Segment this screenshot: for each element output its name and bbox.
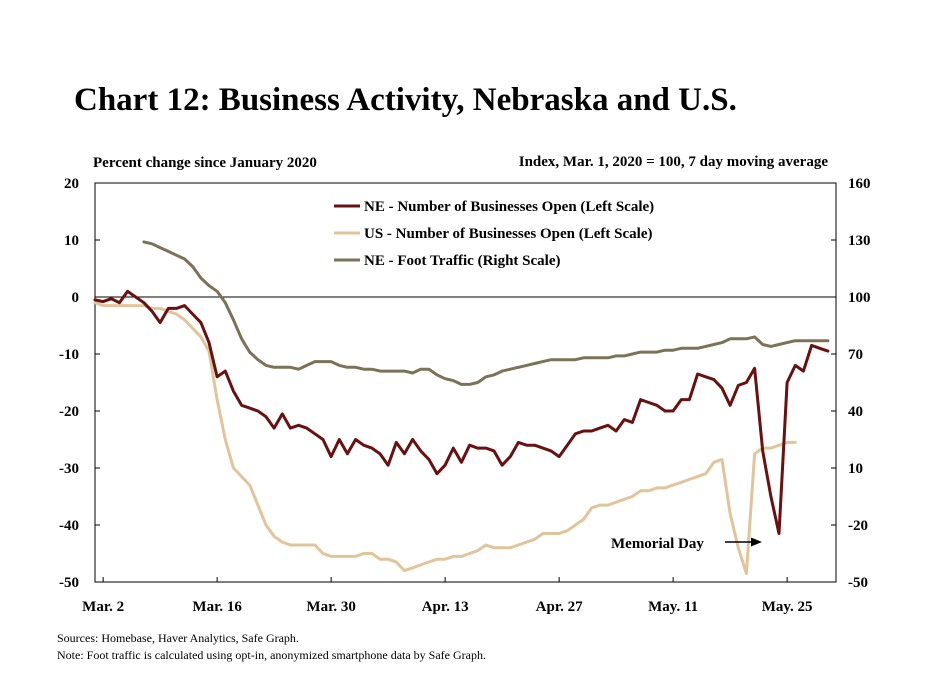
right-tick-label: -20: [848, 518, 868, 534]
x-tick-label: May. 25: [762, 599, 813, 615]
legend-label: NE - Foot Traffic (Right Scale): [364, 253, 561, 269]
legend-label: NE - Number of Businesses Open (Left Sca…: [364, 199, 654, 215]
x-tick-label: Mar. 16: [192, 599, 242, 615]
left-tick-label: -10: [59, 347, 79, 363]
right-axis-label: Index, Mar. 1, 2020 = 100, 7 day moving …: [519, 154, 829, 170]
legend: NE - Number of Businesses Open (Left Sca…: [334, 199, 654, 269]
right-tick-label: 130: [848, 233, 871, 249]
x-tick-label: Mar. 2: [82, 599, 124, 615]
series-layer: [93, 240, 830, 575]
x-tick-label: Apr. 13: [422, 599, 469, 615]
left-tick-label: 20: [64, 176, 79, 192]
legend-label: US - Number of Businesses Open (Left Sca…: [364, 226, 652, 242]
x-tick-label: Apr. 27: [536, 599, 583, 615]
right-tick-label: 160: [848, 176, 871, 192]
chart-title: Chart 12: Business Activity, Nebraska an…: [74, 82, 737, 118]
x-tick-label: May. 11: [648, 599, 698, 615]
sources-note: Sources: Homebase, Haver Analytics, Safe…: [57, 631, 299, 645]
right-tick-label: 70: [848, 347, 863, 363]
right-tick-label: 100: [848, 290, 871, 306]
left-axis-label: Percent change since January 2020: [93, 155, 317, 171]
series-line-2: [93, 301, 797, 575]
foot-traffic-note: Note: Foot traffic is calculated using o…: [57, 648, 486, 662]
right-axis: 160 130 100 70 40 10 -20 -50: [831, 176, 871, 591]
series-line-1: [93, 289, 830, 535]
left-tick-label: -20: [59, 404, 79, 420]
right-tick-label: 40: [848, 404, 863, 420]
left-tick-label: -50: [59, 575, 79, 591]
plot-frame: [94, 182, 837, 583]
right-tick-label: -50: [848, 575, 868, 591]
left-tick-label: 10: [64, 233, 79, 249]
memorial-day-label: Memorial Day: [611, 536, 704, 552]
left-tick-label: -30: [59, 461, 79, 477]
left-tick-label: -40: [59, 518, 79, 534]
left-tick-label: 0: [72, 290, 80, 306]
series-line-3: [142, 240, 830, 386]
x-axis: Mar. 2 Mar. 16 Mar. 30 Apr. 13 Apr. 27 May. 1…: [82, 577, 813, 615]
x-tick-label: Mar. 30: [306, 599, 355, 615]
memorial-day-annotation: Memorial Day: [611, 536, 762, 552]
right-tick-label: 10: [848, 461, 863, 477]
left-axis: 20 10 0 -10 -20 -30 -40 -50: [59, 176, 100, 591]
memorial-day-arrowhead: [751, 537, 762, 547]
